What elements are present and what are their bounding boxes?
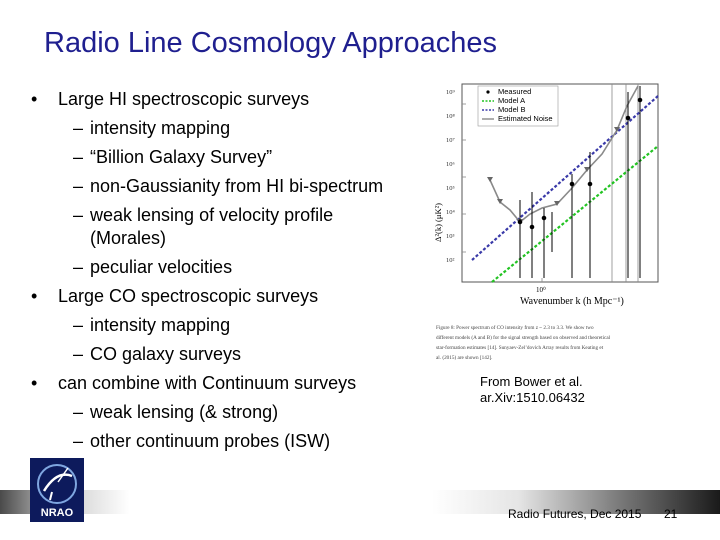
x-axis-label: Wavenumber k (h Mpc⁻¹) <box>520 296 624 307</box>
svg-text:different models (A and B) for: different models (A and B) for the signa… <box>436 334 611 341</box>
sub-bullet-morales: (Morales) <box>90 228 167 248</box>
sub-bullet-intensity-mapping: – intensity mapping <box>73 118 231 138</box>
svg-text:star-formation estimates [14].: star-formation estimates [14]. Sunyaev-Z… <box>436 344 604 351</box>
footer-band <box>0 490 720 514</box>
sub-bullet-co-galaxy-surveys: – CO galaxy surveys <box>73 344 242 364</box>
credit-line-1: From Bower et al. <box>480 374 583 389</box>
logo-text: NRAO <box>41 507 74 519</box>
svg-text:10⁷: 10⁷ <box>446 137 455 144</box>
svg-text:10³: 10³ <box>446 233 455 240</box>
measured-points <box>517 86 643 278</box>
svg-text:10²: 10² <box>446 257 455 264</box>
svg-text:10⁶: 10⁶ <box>446 161 455 168</box>
sub-bullet-weak-lensing-strong: – weak lensing (& strong) <box>73 402 279 422</box>
svg-text:10⁴: 10⁴ <box>446 209 456 216</box>
legend-measured: Measured <box>498 87 531 96</box>
bullet-continuum-surveys: • can combine with Continuum surveys <box>31 373 357 393</box>
svg-text:10⁸: 10⁸ <box>446 113 456 120</box>
legend-noise: Estimated Noise <box>498 114 553 123</box>
svg-text:10⁹: 10⁹ <box>446 89 456 96</box>
figure-credit: From Bower et al. ar.Xiv:1510.06432 <box>480 374 585 406</box>
y-tick-labels: 10⁹ 10⁸ 10⁷ 10⁶ 10⁵ 10⁴ 10³ 10² <box>446 89 456 264</box>
noise-markers <box>487 127 620 224</box>
footer-text: Radio Futures, Dec 2015 <box>508 507 642 521</box>
legend-model-b: Model B <box>498 105 526 114</box>
power-spectrum-figure: Measured Model A Model B Estimated Noise… <box>433 83 659 307</box>
legend-model-a: Model A <box>498 96 525 105</box>
sub-bullet-weak-lensing-velocity: – weak lensing of velocity profile <box>73 205 334 225</box>
dish-icon <box>42 473 73 492</box>
x-tick-label: 10⁰ <box>536 286 546 294</box>
sub-bullet-peculiar-velocities: – peculiar velocities <box>73 257 233 277</box>
model-b-line <box>471 95 659 261</box>
sub-bullet-other-continuum: – other continuum probes (ISW) <box>73 431 331 451</box>
slide-title: Radio Line Cosmology Approaches <box>44 27 497 59</box>
page-number: 21 <box>664 507 678 521</box>
y-axis-label: Δ²(k) (μK²) <box>433 203 443 242</box>
figure-legend: Measured Model A Model B Estimated Noise <box>477 85 559 127</box>
bullet-co-surveys: • Large CO spectroscopic surveys <box>31 286 319 306</box>
figure-caption: Figure 8: Power spectrum of CO intensity… <box>436 324 611 361</box>
svg-text:al. (2015) are shown [142].: al. (2015) are shown [142]. <box>436 354 492 361</box>
sub-bullet-billion-galaxy-survey: – “Billion Galaxy Survey” <box>73 147 273 167</box>
sub-bullet-co-intensity-mapping: – intensity mapping <box>73 315 231 335</box>
svg-text:10⁵: 10⁵ <box>446 185 455 192</box>
bullet-hi-surveys: • Large HI spectroscopic surveys <box>31 89 310 109</box>
credit-line-2: ar.Xiv:1510.06432 <box>480 390 585 405</box>
svg-text:Figure 8: Power spectrum of CO: Figure 8: Power spectrum of CO intensity… <box>436 324 594 331</box>
sub-bullet-non-gaussianity: – non-Gaussianity from HI bi-spectrum <box>73 176 384 196</box>
nrao-logo: NRAO <box>30 458 84 522</box>
